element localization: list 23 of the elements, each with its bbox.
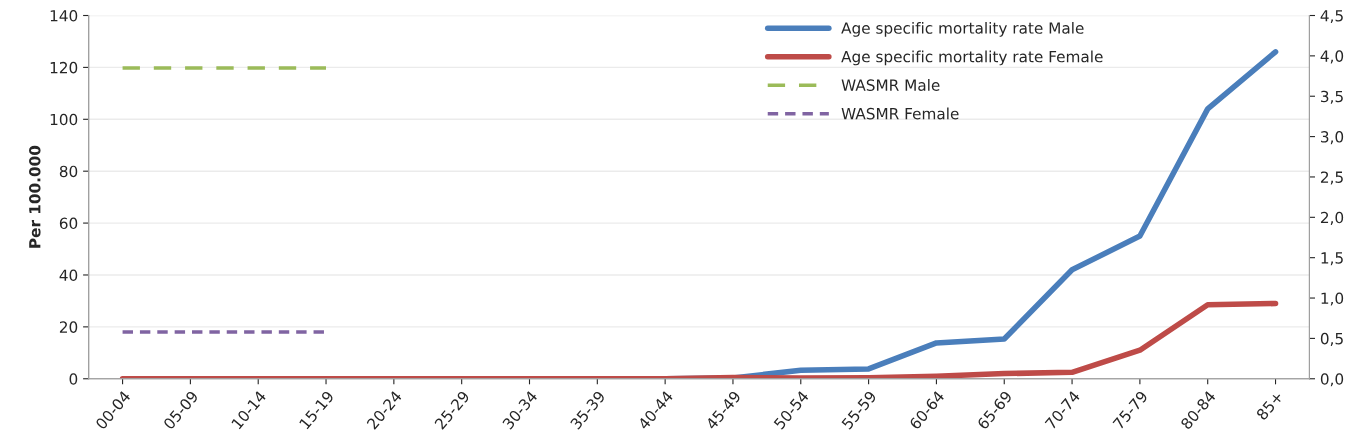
legend-label: WASMR Female [841,107,959,120]
y2-tick-label: 0,5 [1320,332,1343,346]
legend-label: WASMR Male [841,79,940,91]
y-tick-label: 80 [59,165,78,178]
legend-label: Age specific mortality rate Female [841,50,1103,66]
y2-tick-label: 0,0 [1320,373,1344,387]
y-tick-label: 0 [69,373,78,385]
y-tick-label: 20 [59,321,78,333]
y2-tick-label: 4,0 [1320,50,1344,64]
legend-label: Age specific mortality rate Male [841,21,1084,37]
y-axis-title: Per 100.000 [29,145,41,248]
y2-tick-label: 3,5 [1321,90,1343,104]
y2-tick-label: 2,0 [1320,211,1344,225]
y2-tick-label: 1,0 [1321,292,1344,306]
y2-tick-label: 2,5 [1320,171,1343,185]
y2-tick-label: 1,5 [1321,252,1343,266]
y-tick-label: 120 [50,61,78,74]
y2-tick-label: 3,0 [1321,131,1344,145]
y-tick-label: 40 [59,269,78,281]
y-tick-label: 60 [59,217,78,230]
y-tick-label: 100 [50,113,78,126]
y2-tick-label: 4,5 [1320,10,1343,24]
y-tick-label: 140 [50,9,78,22]
